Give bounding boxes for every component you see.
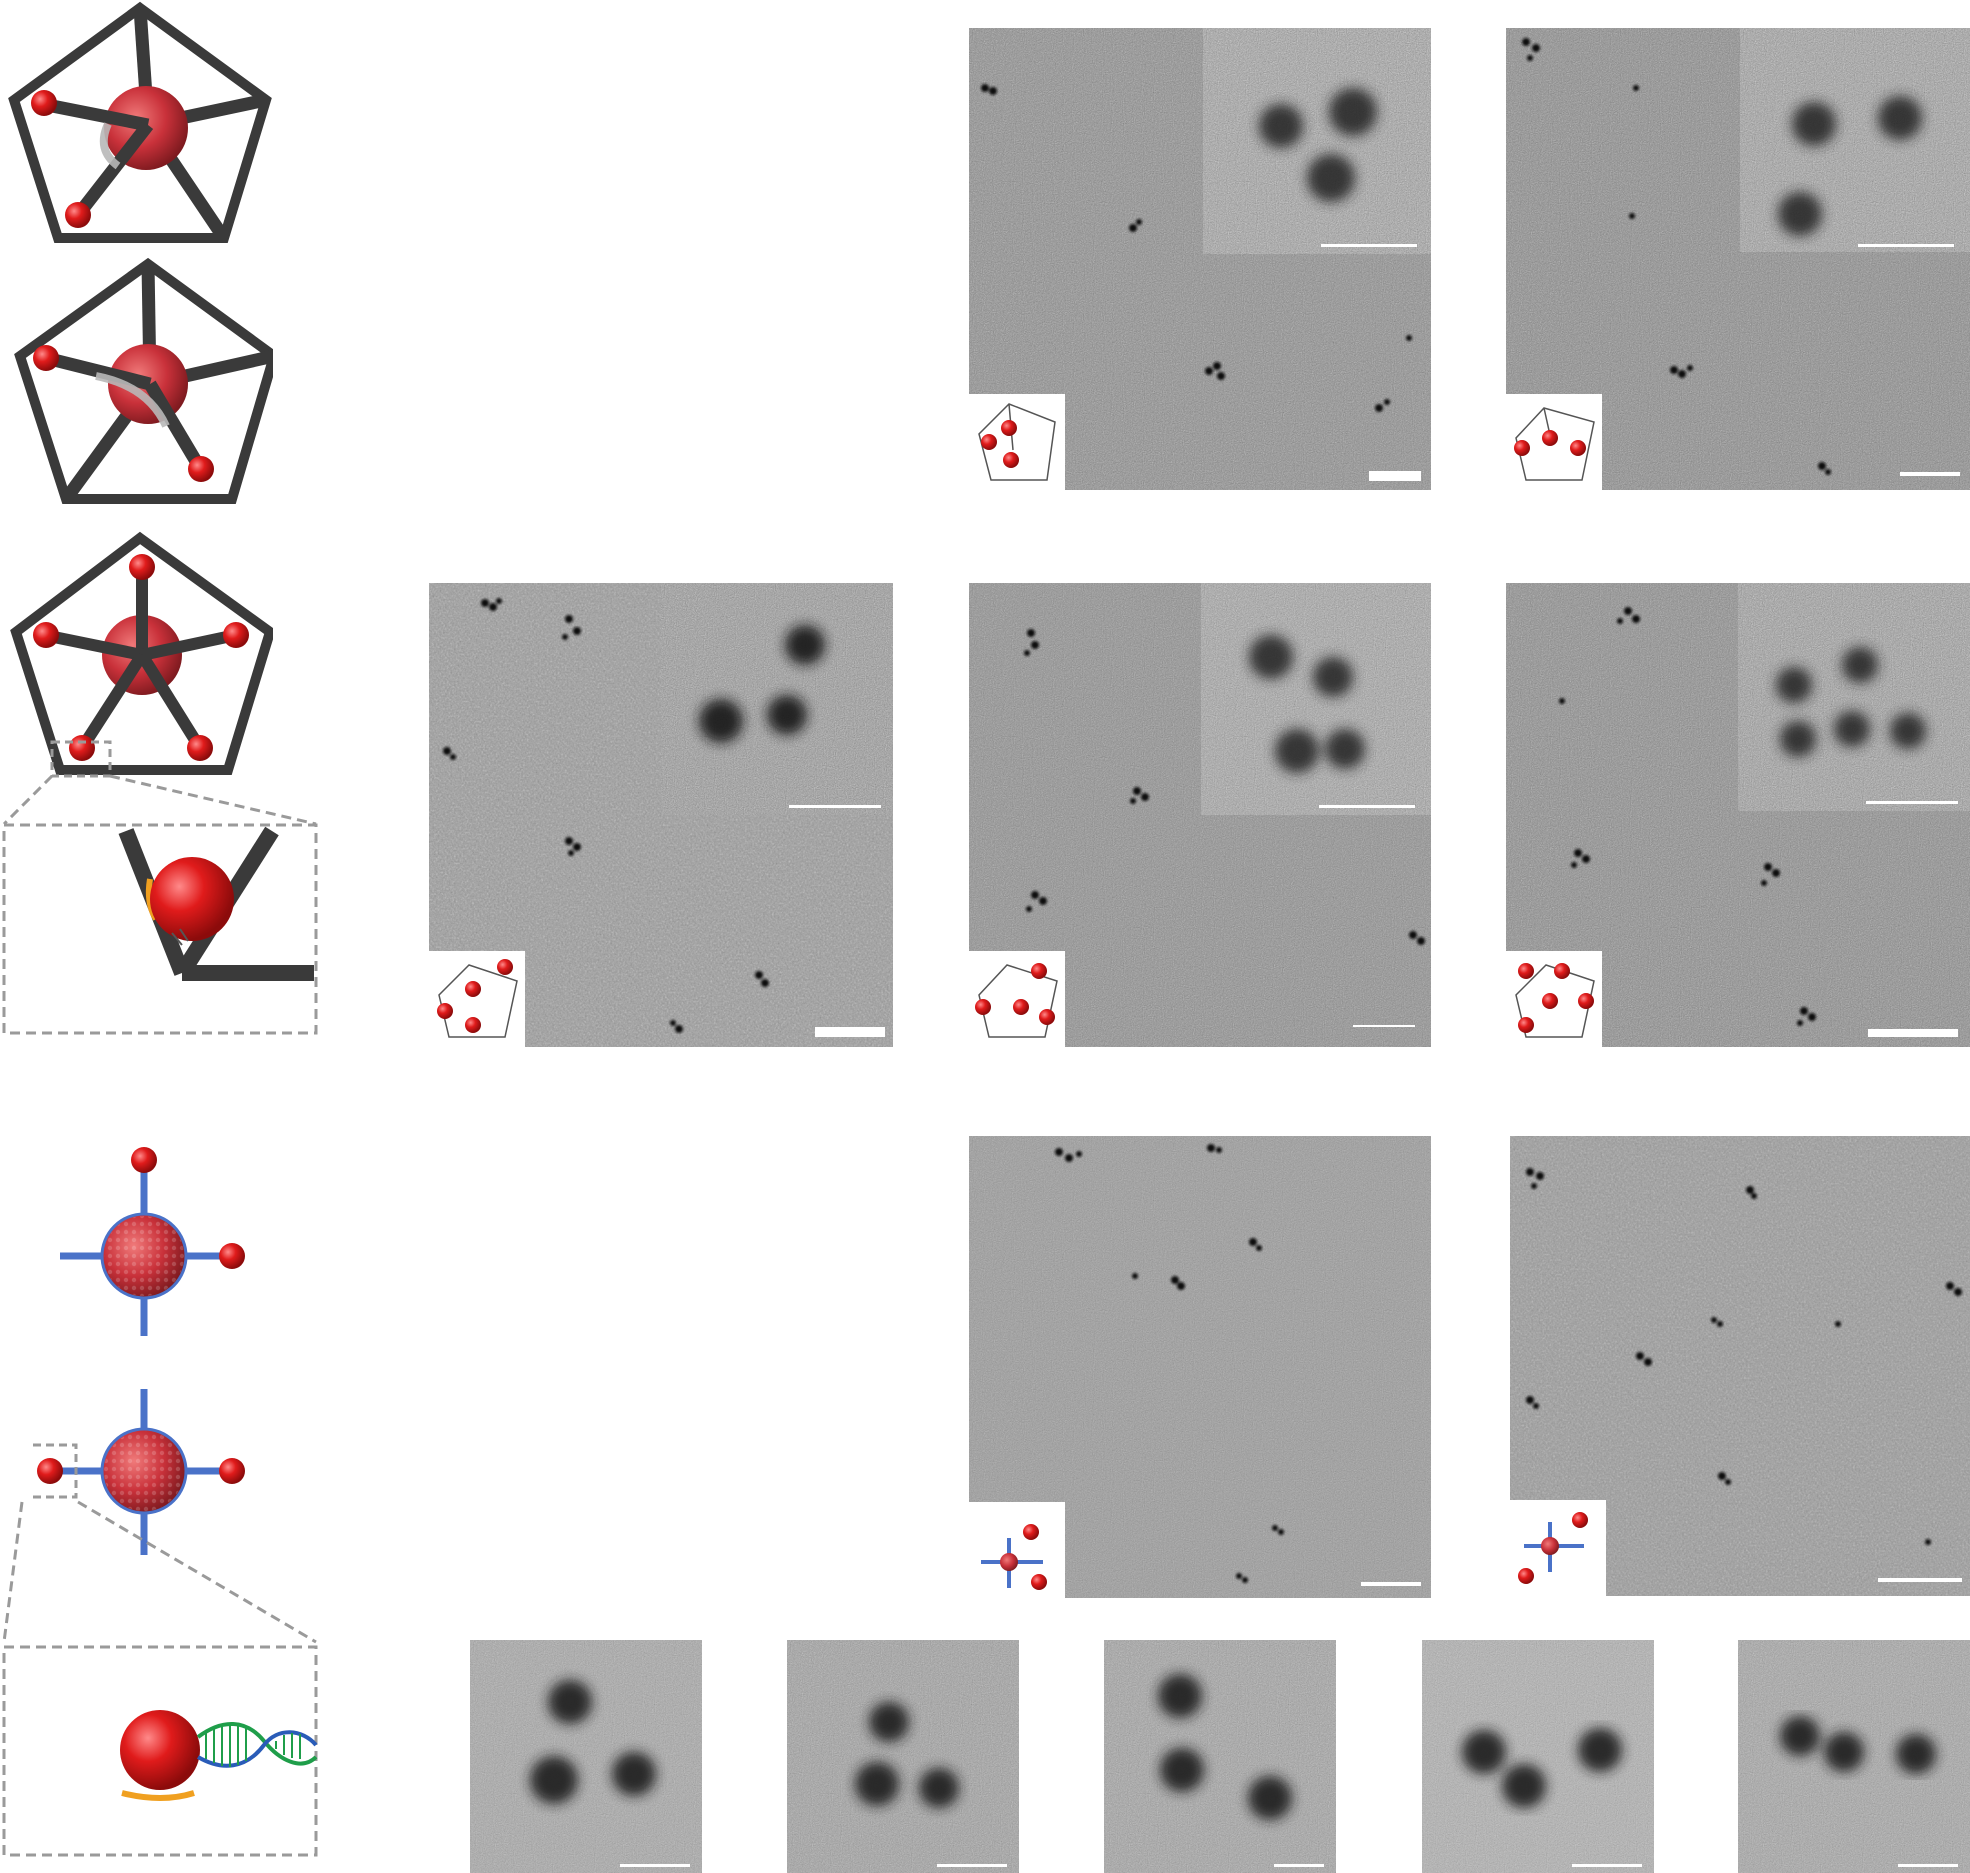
- scale-bar: [1572, 1864, 1642, 1867]
- zoom-connector-lines-2: [2, 1500, 317, 1644]
- tem-tetramer-frame-b: [969, 583, 1431, 1047]
- scale-bar: [815, 1027, 885, 1037]
- inset-scale-bar: [789, 805, 881, 808]
- tem-inset-magnified: [1738, 583, 1970, 811]
- zoom-detail-icon: [2, 823, 318, 1035]
- scale-bar: [1900, 472, 1960, 476]
- zoom-connector-lines: [2, 774, 317, 826]
- scale-bar: [937, 1864, 1007, 1867]
- tetramer-schematic-icon: [975, 963, 1058, 1038]
- pentagon-frame-five-particles: [8, 530, 276, 780]
- closeup-3: [1104, 1640, 1336, 1873]
- corner-schematic: [969, 394, 1065, 490]
- pentagon-frame-two-particles-adjacent: [8, 0, 273, 250]
- pentagon-frame-icon: [14, 257, 280, 504]
- inset-scale-bar: [1866, 801, 1958, 804]
- closeup-2: [787, 1640, 1019, 1873]
- corner-schematic: [969, 1502, 1065, 1598]
- tem-trimer-frame-b: [1506, 28, 1970, 490]
- scale-bar: [1898, 1864, 1958, 1867]
- inset-scale-bar: [1321, 244, 1417, 247]
- scale-bar: [1361, 1582, 1421, 1586]
- tem-cross-dimer-b: [1510, 1136, 1970, 1596]
- tem-trimer-frame-a: [969, 28, 1431, 490]
- four-arm-junction-two-particles-corner: [50, 1140, 260, 1340]
- tetramer-schematic-icon: [437, 959, 518, 1038]
- corner-schematic: [1506, 951, 1602, 1047]
- dna-helix-icon: [2, 1645, 318, 1857]
- scale-bar: [1369, 471, 1421, 481]
- tem-cross-dimer-a: [969, 1136, 1431, 1598]
- scale-bar: [1878, 1578, 1962, 1582]
- pentagon-vertex-zoom: [2, 823, 318, 1035]
- four-arm-junction-two-particles-linear: [18, 1385, 260, 1560]
- closeup-4: [1422, 1640, 1654, 1873]
- pentagon-frame-two-particles-distant: [8, 256, 280, 506]
- inset-scale-bar: [1319, 805, 1415, 808]
- scale-bar: [1868, 1029, 1958, 1037]
- corner-schematic: [1506, 394, 1602, 490]
- corner-schematic: [969, 951, 1065, 1047]
- closeup-1: [470, 1640, 702, 1873]
- corner-schematic: [1510, 1500, 1606, 1596]
- dna-linker-zoom: [2, 1645, 318, 1857]
- pentagon-frame-icon: [8, 1, 272, 243]
- closeup-5: [1738, 1640, 1970, 1873]
- cross-dimer-schematic-icon: [981, 1524, 1047, 1590]
- tem-tetramer-frame-a: [429, 583, 893, 1047]
- cross-dimer-schematic-icon: [1518, 1512, 1588, 1584]
- cross-junction-icon: [18, 1389, 245, 1555]
- scale-bar: [620, 1864, 690, 1867]
- trimer-schematic-icon: [1514, 407, 1595, 481]
- pentamer-schematic-icon: [1515, 963, 1595, 1038]
- pentagon-frame-icon: [10, 531, 276, 778]
- tem-inset-magnified: [1201, 583, 1431, 815]
- scale-bar: [1353, 1025, 1415, 1027]
- trimer-schematic-icon: [978, 403, 1056, 481]
- tem-inset-magnified: [661, 583, 893, 815]
- cross-junction-icon: [60, 1147, 245, 1336]
- tem-inset-magnified: [1203, 28, 1431, 254]
- corner-schematic: [429, 951, 525, 1047]
- tem-pentamer-frame: [1506, 583, 1970, 1047]
- inset-scale-bar: [1858, 244, 1954, 247]
- scale-bar: [1274, 1864, 1324, 1867]
- tem-inset-magnified: [1740, 28, 1970, 252]
